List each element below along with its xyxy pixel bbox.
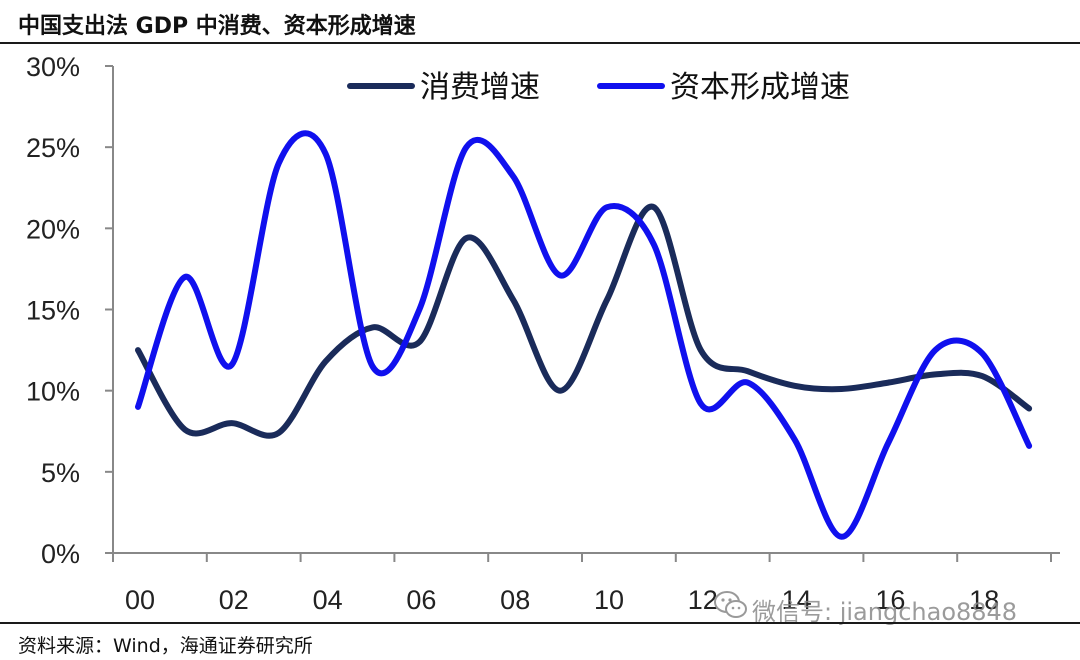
x-tick-label: 08	[500, 585, 530, 615]
x-tick-label: 04	[313, 585, 343, 615]
source-note: 资料来源：Wind，海通证券研究所	[18, 635, 313, 657]
y-tick-label: 0%	[41, 539, 80, 569]
x-tick-label: 18	[969, 585, 999, 615]
capital-formation-growth-line	[135, 130, 1033, 540]
y-tick-label: 10%	[26, 377, 80, 407]
legend-consumption-label: 消费增速	[420, 70, 540, 105]
x-tick-label: 02	[219, 585, 249, 615]
x-tick-label: 10	[594, 585, 624, 615]
y-tick-label: 25%	[26, 133, 80, 163]
y-tick-label: 15%	[26, 296, 80, 326]
wechat-icon	[714, 591, 747, 618]
x-tick-label: 16	[875, 585, 905, 615]
series-group	[135, 130, 1033, 540]
watermark: 微信号: jiangchao8848	[752, 598, 1018, 626]
axes: 0% 5% 10% 15% 20% 25% 30% 00 02 04 06 08 10 12 14 16 18	[26, 52, 1060, 615]
line-chart: 0%5%10%15%20%25%30%00 02 04 06 08 10 12 14 16 18 …	[26, 52, 1060, 615]
x-tick-label: 00	[125, 585, 155, 615]
y-tick-label: 5%	[41, 458, 80, 488]
consumption-growth-line	[135, 203, 1033, 439]
x-tick-label: 12	[688, 585, 718, 615]
x-tick-label: 06	[406, 585, 436, 615]
footer-bar: 资料来源：Wind，海通证券研究所	[0, 622, 1080, 660]
y-tick-label: 20%	[26, 214, 80, 244]
y-tick-label: 30%	[26, 52, 80, 82]
title-bar: 中国支出法 GDP 中消费、资本形成增速	[0, 0, 1080, 44]
legend-capital-formation-label: 资本形成增速	[670, 70, 850, 105]
legend: 消费增速 资本形成增速	[347, 70, 850, 105]
chart-title: 中国支出法 GDP 中消费、资本形成增速	[18, 14, 416, 39]
x-tick-label: 14	[782, 585, 812, 615]
